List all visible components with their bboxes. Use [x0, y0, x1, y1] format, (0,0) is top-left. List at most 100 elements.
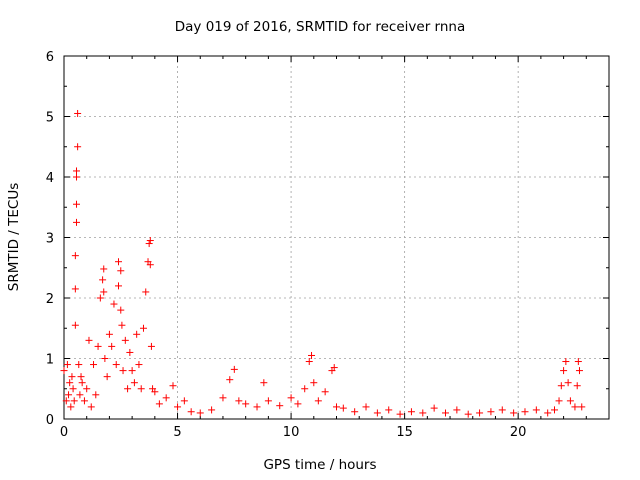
data-point — [555, 397, 563, 405]
data-point — [574, 358, 582, 366]
data-point — [476, 409, 484, 417]
y-tick-label: 0 — [46, 413, 54, 428]
data-point — [128, 367, 136, 375]
data-point — [146, 261, 154, 269]
data-point — [571, 403, 579, 411]
data-point — [130, 379, 138, 387]
data-point — [180, 397, 188, 405]
data-point — [68, 373, 76, 381]
data-point — [121, 336, 129, 344]
data-point — [310, 379, 318, 387]
tick-labels: 0 5 10 15 20 0 1 2 3 4 5 6 — [46, 50, 527, 440]
data-point — [208, 406, 216, 414]
data-points — [60, 109, 586, 418]
x-tick-label: 10 — [283, 425, 300, 440]
grid — [64, 56, 609, 419]
data-point — [118, 321, 126, 329]
x-tick-label: 15 — [396, 425, 413, 440]
data-point — [135, 361, 143, 369]
data-point — [373, 409, 381, 417]
data-point — [103, 373, 111, 381]
chart-title: Day 019 of 2016, SRMTID for receiver rnn… — [174, 19, 466, 35]
y-axis-label: SRMTID / TECUs — [6, 182, 22, 292]
y-tick-label: 1 — [46, 353, 54, 368]
data-point — [71, 285, 79, 293]
data-point — [62, 397, 70, 405]
y-tick-label: 6 — [46, 50, 54, 65]
data-point — [115, 258, 122, 266]
data-point — [333, 403, 340, 411]
data-point — [71, 321, 79, 329]
data-point — [226, 376, 234, 384]
data-point — [77, 373, 85, 381]
data-point — [562, 358, 570, 366]
data-point — [498, 406, 506, 414]
data-point — [521, 408, 529, 416]
data-point — [112, 361, 120, 369]
data-point — [564, 379, 572, 387]
data-point — [169, 382, 177, 390]
data-point — [573, 382, 581, 390]
y-tick-label: 3 — [46, 232, 54, 247]
data-point — [551, 406, 558, 414]
data-point — [242, 400, 250, 408]
data-point — [453, 406, 461, 414]
data-point — [305, 358, 313, 366]
data-point — [119, 367, 127, 375]
data-point — [117, 306, 125, 314]
data-point — [151, 388, 159, 396]
data-point — [126, 348, 134, 356]
data-point — [162, 394, 170, 402]
data-point — [235, 397, 243, 405]
data-point — [75, 361, 83, 369]
data-point — [308, 351, 316, 359]
x-tick-label: 20 — [510, 425, 527, 440]
y-tick-label: 2 — [46, 292, 54, 307]
data-point — [314, 397, 322, 405]
data-point — [142, 288, 150, 296]
data-point — [100, 288, 108, 296]
data-point — [407, 408, 415, 416]
data-point — [219, 394, 227, 402]
data-point — [544, 409, 552, 417]
data-point — [575, 367, 583, 375]
data-point — [578, 403, 586, 411]
data-point — [139, 324, 147, 332]
data-point — [253, 403, 261, 411]
data-point — [71, 252, 79, 260]
data-point — [430, 404, 438, 412]
x-tick-label: 5 — [173, 425, 181, 440]
data-point — [137, 385, 145, 393]
data-point — [63, 361, 71, 369]
data-point — [532, 406, 540, 414]
data-point — [66, 379, 74, 387]
data-point — [196, 409, 204, 417]
data-point — [72, 218, 80, 226]
data-point — [94, 342, 102, 350]
data-point — [90, 361, 98, 369]
data-point — [560, 367, 568, 375]
y-tick-label: 5 — [46, 111, 54, 126]
data-point — [92, 391, 100, 399]
data-point — [145, 240, 153, 248]
data-point — [124, 385, 132, 393]
data-point — [464, 410, 472, 418]
data-point — [385, 406, 393, 414]
data-point — [100, 265, 108, 273]
data-point — [69, 385, 77, 393]
data-point — [108, 342, 116, 350]
data-point — [72, 167, 80, 175]
data-point — [487, 408, 495, 416]
data-point — [83, 385, 91, 393]
data-point — [110, 300, 118, 308]
data-point — [510, 409, 518, 417]
data-point — [87, 403, 95, 411]
data-point — [72, 200, 80, 208]
data-point — [276, 402, 284, 410]
data-point — [133, 330, 141, 338]
data-point — [330, 364, 338, 372]
data-point — [115, 282, 122, 290]
data-point — [105, 330, 113, 338]
data-point — [60, 367, 68, 375]
